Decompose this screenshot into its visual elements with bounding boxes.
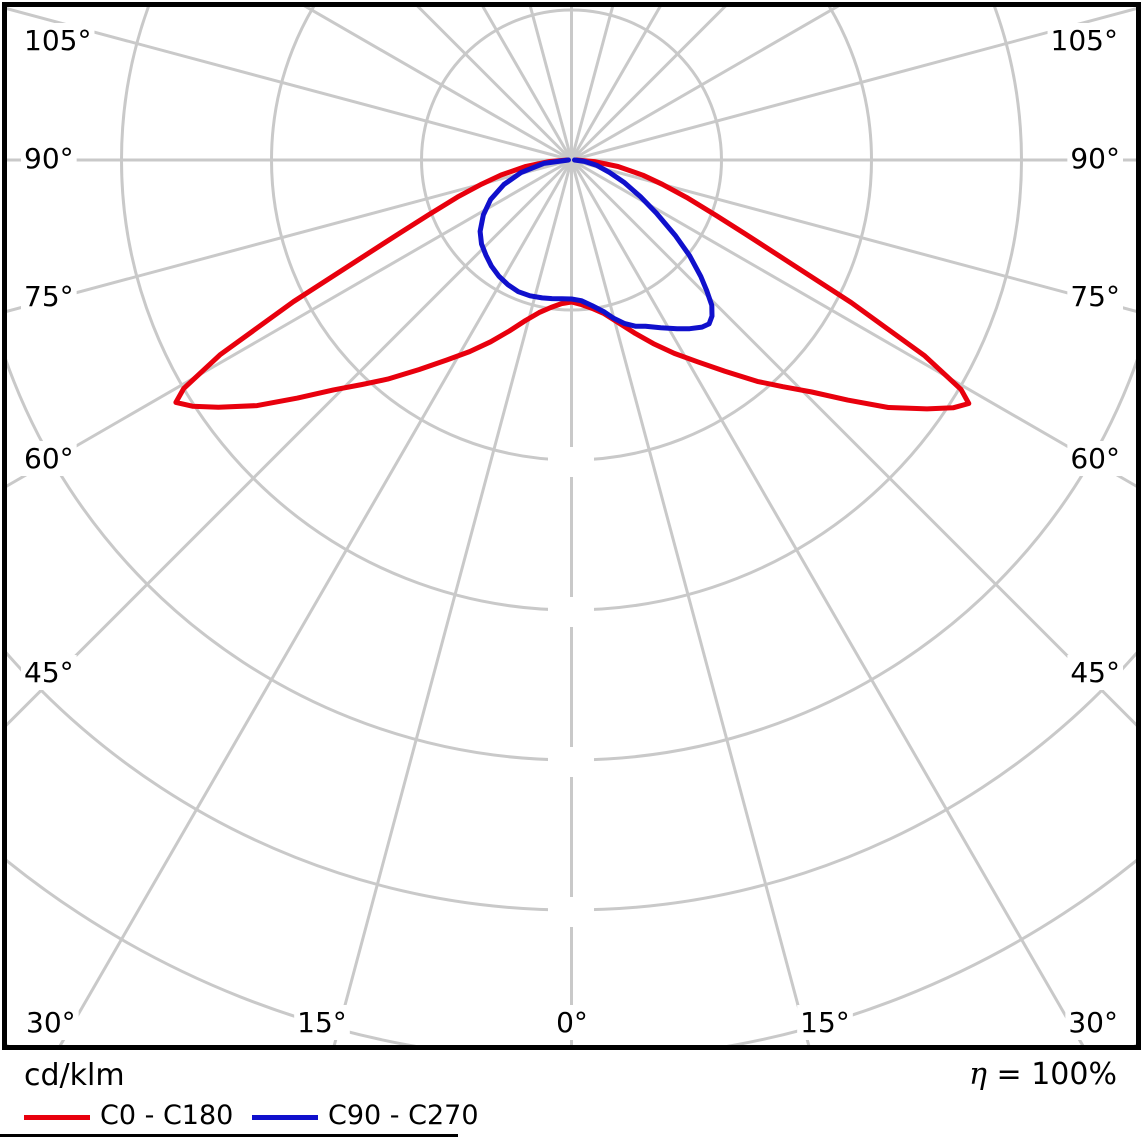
angle-tick-label: 15° xyxy=(297,1006,347,1039)
label-bg xyxy=(1067,279,1123,314)
unit-label: cd/klm xyxy=(24,1058,125,1093)
footer: cd/klm η = 100% C0 - C180 C90 - C270 xyxy=(0,1052,1143,1143)
polar-grid xyxy=(7,7,1136,1045)
polar-chart-canvas: 105° 90° 75° 60° 45° 30° 15° 0° 15° 30° 45° 60° 75° 9… xyxy=(2,2,1141,1050)
grid-ray xyxy=(528,7,573,161)
intensity-curves xyxy=(173,157,972,412)
label-bg xyxy=(553,1005,591,1040)
legend-swatch-c0-c180 xyxy=(24,1115,90,1120)
label-bg xyxy=(797,1005,853,1040)
label-bg xyxy=(294,1005,350,1040)
angle-tick-label: 75° xyxy=(1070,280,1120,313)
label-bg xyxy=(21,279,77,314)
curve-c90-c270 xyxy=(477,157,715,332)
angle-tick-label: 60° xyxy=(24,442,74,475)
angle-tick-label: 105° xyxy=(1051,24,1118,57)
legend-label-c0-c180: C0 - C180 xyxy=(100,1100,234,1131)
radial-scale-blank xyxy=(548,747,594,777)
light-output-ratio-label: η = 100% xyxy=(969,1057,1117,1092)
label-bg xyxy=(21,141,77,176)
label-bg xyxy=(21,23,95,58)
grid-ray xyxy=(332,159,573,1045)
grid-ray xyxy=(570,158,1136,488)
label-bg xyxy=(1067,141,1123,176)
grid-ray xyxy=(570,158,1136,727)
grid-ray xyxy=(303,7,573,162)
curve-c0-c180 xyxy=(173,157,972,412)
plot-border xyxy=(2,2,1141,1050)
angle-tick-label: 0° xyxy=(556,1006,588,1039)
angle-tick-label: 15° xyxy=(800,1006,850,1039)
angle-tick-label: 30° xyxy=(1068,1006,1118,1039)
label-bg xyxy=(1067,441,1123,476)
grid-ray xyxy=(570,159,1085,1045)
angle-labels: 105° 90° 75° 60° 45° 30° 15° 0° 15° 30° 45° 60° 75° 9… xyxy=(21,23,1123,1040)
grid-ray xyxy=(570,159,811,1045)
grid-ray xyxy=(7,158,573,727)
angle-tick-label: 45° xyxy=(24,656,74,689)
radial-scale-blank xyxy=(548,597,594,627)
angle-tick-label: 75° xyxy=(24,280,74,313)
grid-ray xyxy=(58,159,573,1045)
legend: C0 - C180 C90 - C270 xyxy=(0,1098,1143,1134)
angle-tick-label: 90° xyxy=(24,142,74,175)
radial-scale-blank xyxy=(548,897,594,927)
grid-ray xyxy=(7,158,572,313)
angle-tick-label: 60° xyxy=(1070,442,1120,475)
label-bg xyxy=(1067,655,1123,690)
legend-swatch-c90-c270 xyxy=(252,1115,318,1120)
label-bg xyxy=(1047,23,1121,58)
label-bg xyxy=(21,441,77,476)
grid-ray xyxy=(570,7,840,162)
grid-ray xyxy=(570,7,615,161)
table-edge-line xyxy=(0,1134,458,1137)
angle-tick-label: 105° xyxy=(24,24,91,57)
grid-ray xyxy=(571,7,1136,162)
grid-ray xyxy=(7,7,572,162)
legend-label-c90-c270: C90 - C270 xyxy=(328,1100,479,1131)
radial-scale-blank xyxy=(548,447,594,477)
angle-tick-label: 90° xyxy=(1070,142,1120,175)
label-bg xyxy=(23,1005,79,1040)
grid-ray xyxy=(571,158,1136,313)
label-bg xyxy=(21,655,77,690)
angle-tick-label: 30° xyxy=(26,1006,76,1039)
grid-ray xyxy=(7,158,573,488)
angle-tick-label: 45° xyxy=(1070,656,1120,689)
label-bg xyxy=(1065,1005,1121,1040)
